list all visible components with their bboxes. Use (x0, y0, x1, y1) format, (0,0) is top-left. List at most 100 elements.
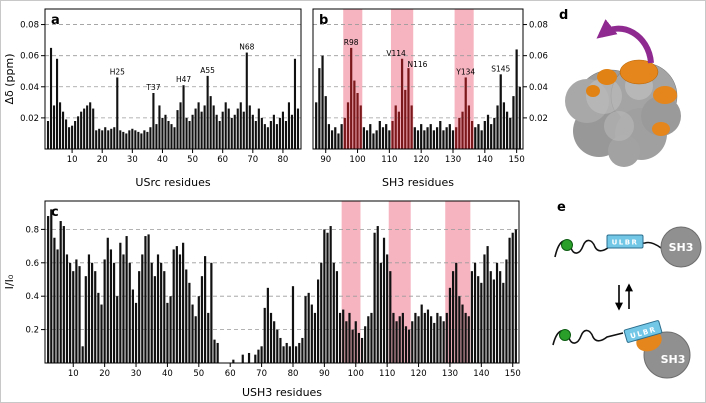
bar (71, 125, 74, 149)
bar (149, 127, 152, 149)
bar (467, 316, 470, 363)
bar (200, 111, 203, 149)
bar (98, 128, 101, 149)
bar (404, 326, 408, 363)
bar (293, 58, 297, 149)
bar (356, 93, 359, 149)
bar (281, 111, 284, 149)
bar (430, 316, 433, 363)
bar (273, 321, 276, 363)
bar (509, 117, 512, 149)
bar (445, 312, 448, 363)
x-tick-label: 50 (187, 155, 198, 165)
bar (410, 105, 413, 149)
bar (276, 329, 279, 363)
surface-blob (641, 96, 681, 136)
bar (315, 102, 318, 149)
bar (310, 304, 313, 363)
bar (404, 89, 407, 149)
bar (511, 232, 514, 363)
surface-blob (608, 135, 640, 167)
bar (128, 262, 131, 363)
bar (134, 302, 138, 363)
bar (307, 292, 310, 363)
bar (170, 124, 173, 149)
bar (65, 119, 68, 149)
y-tick-label: 0.02 (20, 114, 39, 124)
bar (284, 121, 287, 149)
bar (185, 117, 188, 149)
bar (439, 121, 442, 149)
ulbr-box (606, 234, 644, 249)
peak-annotation: S145 (491, 64, 510, 73)
panel-d-label: d (559, 8, 568, 23)
bar (324, 96, 327, 149)
bar (122, 254, 125, 363)
ulbr-box (623, 320, 663, 343)
bar (200, 276, 204, 363)
bar (112, 262, 116, 363)
bar (369, 124, 372, 149)
bar (279, 337, 282, 363)
x-tick-label: 130 (442, 369, 458, 379)
bar (247, 352, 251, 363)
bar (296, 108, 300, 149)
bar (464, 312, 467, 363)
bar (483, 121, 486, 149)
plot-area: 10 20 30 40 50 60 70 80 90 100 110 120 130 140 150 0.2 0… (25, 200, 521, 379)
x-tick-label: 150 (509, 155, 525, 165)
equilibrium-arrows (615, 283, 633, 311)
bar (411, 321, 414, 363)
x-tick-label: 50 (193, 369, 204, 379)
bar (160, 262, 163, 363)
y-tick-label: 0.8 (25, 225, 39, 235)
bar (291, 286, 295, 363)
bar (334, 127, 337, 149)
bar (185, 269, 188, 363)
bar (364, 326, 367, 363)
bar (232, 359, 235, 363)
bar (413, 127, 416, 149)
bar (119, 242, 122, 363)
bar (55, 58, 59, 149)
bar (467, 105, 471, 149)
bar (346, 102, 350, 149)
sh3-circle (660, 226, 702, 268)
bar (269, 121, 272, 149)
bar (343, 117, 346, 149)
bar (245, 52, 248, 149)
bar (448, 124, 451, 149)
bar (486, 114, 490, 149)
x-tick-label: 110 (379, 369, 395, 379)
peak-annotation: R98 (344, 38, 359, 47)
bar (153, 276, 156, 363)
bar (429, 124, 432, 149)
bar (81, 346, 84, 363)
bar (362, 127, 366, 149)
bar (138, 271, 141, 363)
bar (385, 124, 388, 149)
bar (470, 271, 474, 363)
free-state: ULBR SH3 (554, 226, 702, 268)
bar (359, 105, 362, 149)
bar (353, 80, 356, 149)
chart-usrc-csp: a Δδ (ppm) USrc residues 10 20 30 40 50 60 70 8… (3, 8, 302, 189)
x-axis-label-ush3: USH3 residues (242, 386, 322, 399)
bar (254, 121, 257, 149)
bar (317, 279, 320, 363)
bar (89, 102, 92, 149)
bar (345, 321, 348, 363)
peak-annotation: N68 (239, 43, 254, 52)
bar (326, 232, 329, 363)
bar (435, 127, 439, 149)
x-tick-label: 40 (162, 369, 173, 379)
bar (166, 302, 169, 363)
bar (515, 49, 518, 149)
bar (77, 116, 80, 149)
bar (285, 342, 288, 363)
bar (197, 296, 200, 363)
ulbr-label: ULBR (612, 239, 639, 247)
bar (236, 108, 239, 149)
panel-a-label: a (51, 13, 60, 28)
bar (266, 127, 269, 149)
